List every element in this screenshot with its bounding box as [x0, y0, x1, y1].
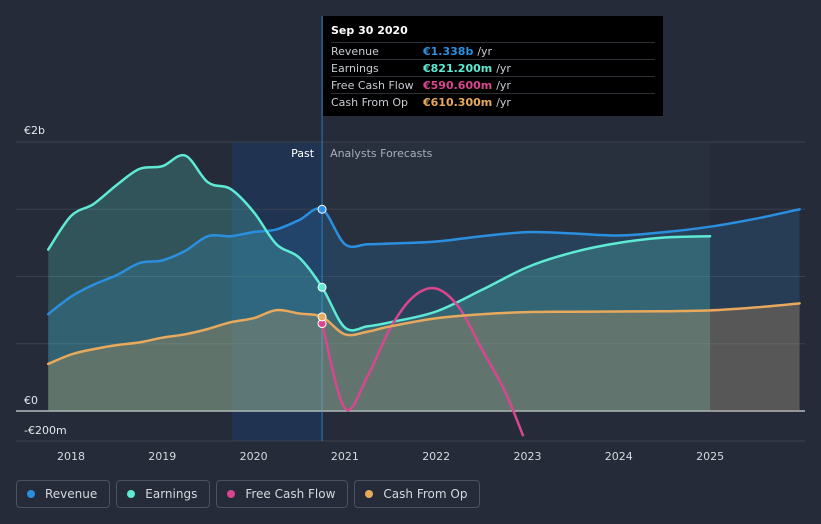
tooltip-unit: /yr	[477, 44, 493, 58]
tooltip-label: Cash From Op	[331, 95, 409, 109]
free-cash-flow-dot-icon	[227, 490, 236, 498]
earnings-marker	[317, 282, 327, 292]
cash-from-op-area	[48, 303, 800, 411]
tooltip-row-revenue: Revenue €1.338b /yr	[331, 42, 655, 59]
revenue-area	[48, 208, 800, 411]
cash-from-op-marker	[317, 312, 327, 322]
tooltip-unit: /yr	[496, 95, 511, 109]
tooltip-unit: /yr	[496, 61, 511, 75]
revenue-marker	[317, 204, 327, 214]
x-tick-label: 2022	[422, 450, 450, 463]
tooltip-label: Free Cash Flow	[331, 78, 414, 92]
x-tick-label: 2024	[605, 450, 633, 463]
tooltip-label: Earnings	[331, 61, 379, 75]
x-tick-label: 2023	[514, 450, 542, 463]
legend-earnings-button[interactable]: Earnings	[116, 480, 211, 508]
tooltip-value: €821.200m	[423, 61, 493, 75]
y-tick-label: €0	[24, 394, 38, 407]
legend-label: Revenue	[45, 487, 98, 501]
earnings-dot-icon	[127, 490, 136, 498]
tooltip-value: €590.600m	[423, 78, 493, 92]
tooltip-value: €1.338b	[423, 44, 474, 58]
tooltip-row-earnings: Earnings €821.200m /yr	[331, 59, 655, 76]
legend-label: Cash From Op	[383, 487, 468, 501]
earnings-area	[48, 155, 711, 411]
free-cash-flow-line	[320, 286, 525, 437]
chart-legend: Revenue Earnings Free Cash Flow Cash Fro…	[16, 480, 481, 508]
tooltip-label: Revenue	[331, 44, 379, 58]
x-tick-label: 2019	[148, 450, 176, 463]
past-highlight-band	[232, 142, 323, 441]
hover-tooltip: Sep 30 2020 Revenue €1.338b /yr Earnings…	[323, 16, 663, 116]
tooltip-row-cash-from-op: Cash From Op €610.300m /yr	[331, 93, 655, 110]
legend-label: Free Cash Flow	[245, 487, 336, 501]
legend-cash-from-op-button[interactable]: Cash From Op	[354, 480, 481, 508]
revenue-dot-icon	[27, 490, 35, 498]
legend-free-cash-flow-button[interactable]: Free Cash Flow	[216, 480, 349, 508]
legend-revenue-button[interactable]: Revenue	[16, 480, 111, 508]
x-tick-label: 2021	[331, 450, 359, 463]
y-tick-label: -€200m	[24, 424, 67, 437]
y-tick-label: €2b	[24, 124, 45, 137]
legend-label: Earnings	[145, 487, 198, 501]
x-tick-label: 2018	[57, 450, 85, 463]
tooltip-value: €610.300m	[423, 95, 493, 109]
forecast-label: Analysts Forecasts	[330, 147, 433, 160]
x-tick-label: 2025	[696, 450, 724, 463]
cash-from-op-dot-icon	[365, 490, 374, 498]
x-tick-label: 2020	[240, 450, 268, 463]
past-label: Past	[291, 147, 315, 160]
earnings-line	[46, 153, 712, 332]
tooltip-unit: /yr	[496, 78, 511, 92]
tooltip-row-free-cash-flow: Free Cash Flow €590.600m /yr	[331, 76, 655, 93]
tooltip-date: Sep 30 2020	[331, 24, 408, 37]
